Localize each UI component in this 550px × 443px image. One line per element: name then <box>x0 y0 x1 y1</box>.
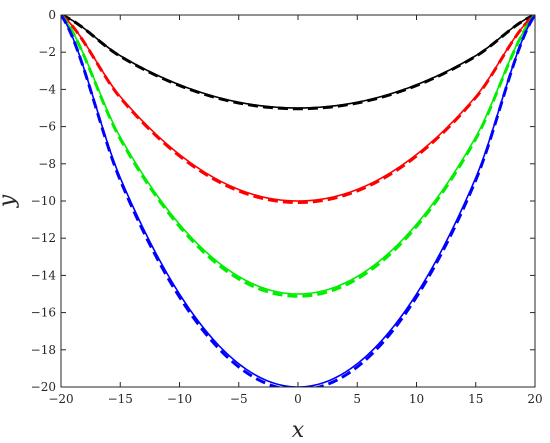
series-line-1 <box>61 15 535 111</box>
y-tick-label: −10 <box>31 194 56 208</box>
x-axis-ticks: −20 −15 −10 −5 0 5 10 15 20 <box>48 15 543 406</box>
x-tick-label: −10 <box>167 392 192 406</box>
series-line-5 <box>61 15 535 298</box>
y-tick-label: −14 <box>31 268 57 282</box>
series-line-4 <box>61 15 535 295</box>
x-tick-label: −5 <box>230 392 248 406</box>
y-tick-label: −16 <box>31 306 56 320</box>
x-tick-label: 0 <box>294 392 302 406</box>
y-tick-label: −18 <box>31 343 56 357</box>
x-axis-title: x <box>292 418 305 443</box>
x-tick-label: −15 <box>108 392 133 406</box>
y-tick-label: −8 <box>38 157 56 171</box>
y-tick-label: 0 <box>48 8 56 22</box>
x-tick-label: −20 <box>48 392 73 406</box>
curves <box>61 15 535 387</box>
x-tick-label: 20 <box>527 392 542 406</box>
x-tick-label: 5 <box>353 392 361 406</box>
series-line-0 <box>61 15 535 109</box>
y-tick-label: −4 <box>38 82 56 96</box>
x-tick-label: 10 <box>409 392 424 406</box>
y-tick-label: −12 <box>31 231 56 245</box>
series-line-3 <box>61 15 535 204</box>
y-axis-title: y <box>0 194 20 208</box>
y-tick-label: −20 <box>31 380 56 394</box>
y-tick-label: −6 <box>38 120 56 134</box>
y-axis-ticks: 0 −2 −4 −6 −8 −10 −12 −14 −16 −18 −20 <box>31 8 535 394</box>
y-tick-label: −2 <box>38 45 56 59</box>
x-tick-label: 15 <box>468 392 483 406</box>
